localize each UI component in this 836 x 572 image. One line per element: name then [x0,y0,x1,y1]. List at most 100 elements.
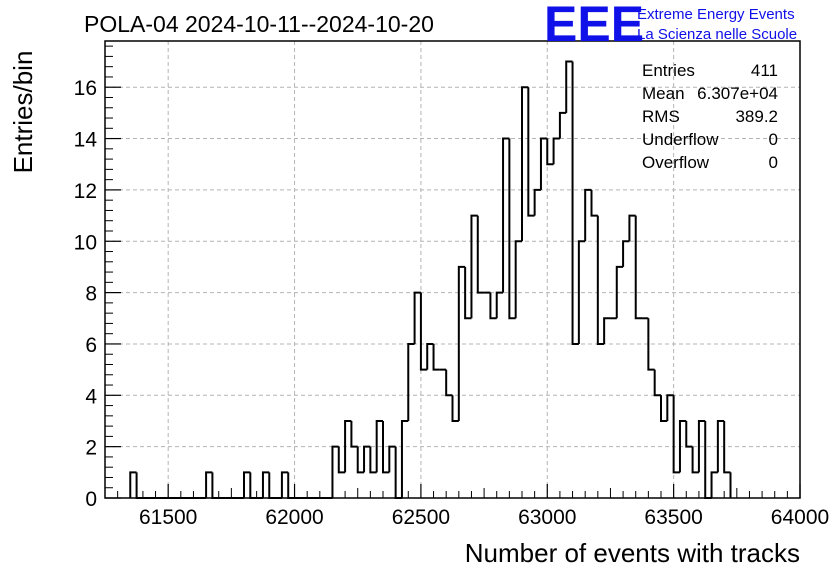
histogram-bin [647,318,655,371]
histogram-bin [382,420,390,474]
y-tick-label: 16 [74,77,97,100]
histogram-bin [287,472,295,499]
y-tick-label: 14 [74,129,98,152]
histogram-bin [476,215,485,294]
y-axis-label: Entries/bin [8,51,38,174]
histogram-bin [205,471,213,498]
histogram-bin [533,188,541,216]
logo-mark: EEE [544,0,644,52]
histogram-bin [356,446,365,474]
histogram-bin [603,317,611,344]
histogram-bin [697,419,706,473]
stat-value: 0 [769,153,778,172]
histogram-bin [211,472,219,499]
histogram-bin [375,419,383,473]
histogram-bin [539,137,548,190]
histogram-bin [552,137,560,165]
x-tick-label: 64000 [771,506,829,529]
y-tick-label: 0 [85,488,97,511]
histogram-bin [508,138,516,320]
histogram-bin [622,240,630,267]
histogram-bin [514,240,522,319]
y-tick-label: 10 [74,231,97,254]
histogram-bin [691,446,699,474]
x-tick-label: 63000 [518,506,576,529]
histogram-bin [678,419,687,473]
histogram-bin [243,471,251,498]
histogram-bin [502,137,510,293]
histogram-bin [546,138,554,166]
histogram-bin [596,215,605,345]
histogram-bin [249,472,257,499]
histogram-bin [280,471,289,498]
x-tick-label: 62500 [392,506,450,529]
x-axis-label: Number of events with tracks [465,538,800,568]
y-tick-label: 6 [85,334,97,357]
stat-label: Entries [642,61,695,80]
axis-ticks: 0 2 4 6 8 10 12 14 16 61500 62000 62500 63000 63500 64… [74,45,829,529]
stats-box: Entries 411 Mean 6.307e+04 RMS 389.2 Underflow… [642,61,778,172]
histogram-bin [489,292,497,320]
stat-label: Underflow [642,130,719,149]
logo-line2: La Scienza nelle Scuole [637,26,797,43]
histogram-bin [261,471,270,498]
histogram-bin [350,420,358,448]
histogram-bin [666,394,674,421]
histogram-bin [400,419,409,498]
histogram-bin [413,291,421,344]
histogram-bin [426,342,434,370]
x-tick-label: 63500 [644,506,702,529]
histogram-bin [495,291,504,319]
histogram-bin [344,419,352,473]
y-tick-label: 4 [85,385,97,408]
histogram-bin [584,188,592,242]
y-tick-label: 8 [85,283,97,306]
histogram-bin [590,189,598,217]
histogram-bin [388,445,396,473]
histogram-bin [369,446,377,474]
histogram-bin [451,395,459,422]
logo-line1: Extreme Energy Events [637,6,795,23]
histogram-bin [337,446,346,474]
logo: EEE Extreme Energy Events La Scienza nel… [544,0,797,52]
y-tick-label: 2 [85,437,97,460]
stat-value: 389.2 [735,107,778,126]
histogram-bin [577,240,586,344]
histogram-bin [419,292,428,371]
y-tick-label: 12 [74,180,97,203]
histogram-bin [558,111,567,139]
stat-value: 0 [769,130,778,149]
histogram-bin [634,215,643,320]
histogram-bin [464,266,472,320]
histogram-bin [672,395,680,474]
x-tick-label: 61500 [139,506,197,529]
histogram-bin [527,87,535,217]
histogram-bin [704,420,712,499]
stat-value: 6.307e+04 [697,84,778,103]
histogram-bin [363,445,371,473]
histogram-bin [710,471,718,498]
histogram-bin [129,471,137,498]
histogram-bin [432,343,440,371]
grid-lines [105,41,800,498]
histogram-bin [685,420,693,448]
histogram-bin [268,472,276,499]
histogram-bin [628,214,636,242]
histogram-bin [331,445,339,498]
x-tick-label: 62000 [265,506,323,529]
stat-label: Overflow [642,153,710,172]
histogram-bin [571,61,579,345]
histogram-bin [723,420,731,474]
histogram-bin [660,395,668,422]
histogram-bin [565,60,573,113]
histogram-bin [470,214,478,319]
stat-label: Mean [642,84,685,103]
chart-title: POLA-04 2024-10-11--2024-10-20 [84,11,434,37]
histogram-bin [457,265,466,421]
histogram-bin [615,265,624,319]
histogram-bin [445,369,453,397]
plot-frame [104,40,801,499]
stat-value: 411 [751,61,778,80]
histogram-bin [521,86,529,242]
